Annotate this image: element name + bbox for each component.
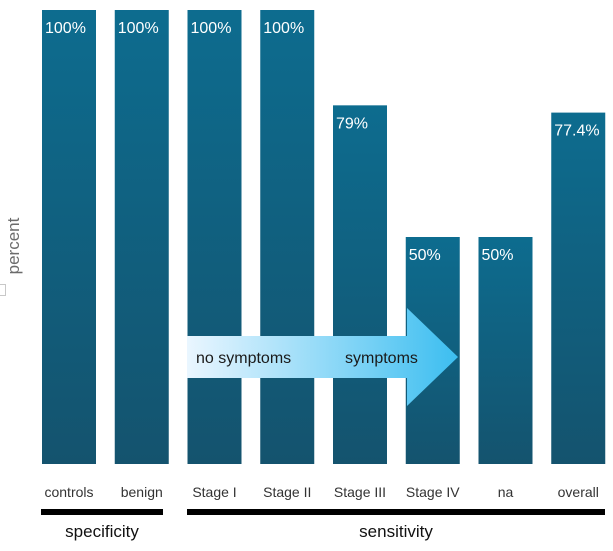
bar-benign xyxy=(115,10,169,464)
data-label: 100% xyxy=(45,20,86,37)
data-label: 50% xyxy=(482,247,514,264)
x-tick-labels: controls benign Stage I Stage II Stage III St… xyxy=(44,484,598,500)
x-tick-label: overall xyxy=(558,484,599,500)
bar-stage-ii xyxy=(260,10,314,464)
bars-layer: 100% 100% 100% 100% 79% 50% 50% 77.4% xyxy=(42,10,605,464)
arrow-left-text: no symptoms xyxy=(196,350,291,367)
x-tick-label: benign xyxy=(121,484,163,500)
x-tick-label: controls xyxy=(44,484,93,500)
data-label: 50% xyxy=(409,247,441,264)
bar-stage-i xyxy=(188,10,242,464)
y-axis-label: percent xyxy=(4,206,24,286)
data-label: 100% xyxy=(118,20,159,37)
x-tick-label: Stage III xyxy=(334,484,386,500)
specificity-bracket xyxy=(41,509,163,515)
bar-overall xyxy=(551,113,605,464)
sensitivity-bracket xyxy=(187,509,605,515)
bar-stage-iii xyxy=(333,105,387,464)
axis-corner-mark xyxy=(0,284,6,296)
x-tick-label: Stage I xyxy=(192,484,236,500)
bar-controls xyxy=(42,10,96,464)
x-tick-label: na xyxy=(498,484,514,500)
data-label: 79% xyxy=(336,115,368,132)
data-label: 100% xyxy=(263,20,304,37)
x-tick-label: Stage II xyxy=(263,484,311,500)
data-label: 100% xyxy=(191,20,232,37)
arrow-right-text: symptoms xyxy=(345,350,418,367)
bar-na xyxy=(479,237,533,464)
data-label: 77.4% xyxy=(554,123,599,140)
specificity-label: specificity xyxy=(41,522,163,542)
x-tick-label: Stage IV xyxy=(406,484,460,500)
sensitivity-label: sensitivity xyxy=(187,522,605,542)
